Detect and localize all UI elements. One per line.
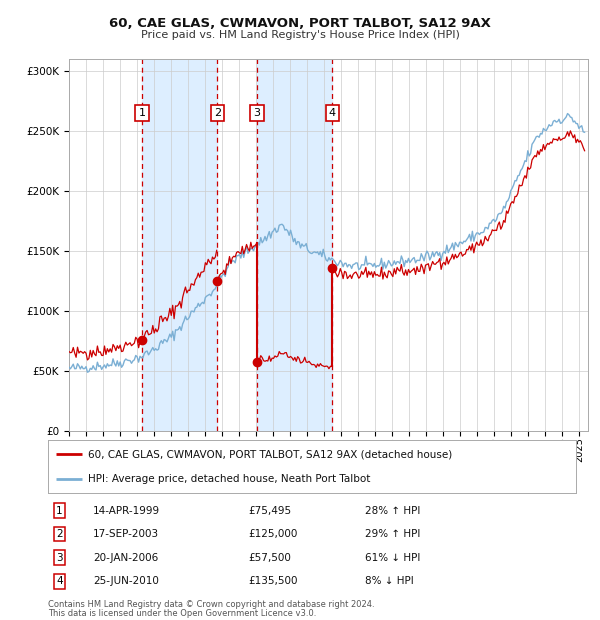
Text: 17-SEP-2003: 17-SEP-2003 — [93, 529, 159, 539]
Text: 2: 2 — [56, 529, 63, 539]
Bar — [257, 59, 332, 431]
Text: 60, CAE GLAS, CWMAVON, PORT TALBOT, SA12 9AX (detached house): 60, CAE GLAS, CWMAVON, PORT TALBOT, SA12… — [88, 450, 452, 459]
Bar — [142, 59, 217, 431]
Text: Price paid vs. HM Land Registry's House Price Index (HPI): Price paid vs. HM Land Registry's House … — [140, 30, 460, 40]
Text: Contains HM Land Registry data © Crown copyright and database right 2024.: Contains HM Land Registry data © Crown c… — [48, 600, 374, 609]
Text: 1: 1 — [139, 108, 146, 118]
Text: £57,500: £57,500 — [248, 553, 292, 563]
Text: HPI: Average price, detached house, Neath Port Talbot: HPI: Average price, detached house, Neat… — [88, 474, 370, 484]
Text: 25-JUN-2010: 25-JUN-2010 — [93, 577, 159, 587]
Text: This data is licensed under the Open Government Licence v3.0.: This data is licensed under the Open Gov… — [48, 609, 316, 618]
Text: 20-JAN-2006: 20-JAN-2006 — [93, 553, 158, 563]
Text: 3: 3 — [254, 108, 260, 118]
Text: 60, CAE GLAS, CWMAVON, PORT TALBOT, SA12 9AX: 60, CAE GLAS, CWMAVON, PORT TALBOT, SA12… — [109, 17, 491, 30]
Text: 4: 4 — [329, 108, 336, 118]
Text: £125,000: £125,000 — [248, 529, 298, 539]
Text: 61% ↓ HPI: 61% ↓ HPI — [365, 553, 420, 563]
Text: 14-APR-1999: 14-APR-1999 — [93, 505, 160, 516]
Text: 4: 4 — [56, 577, 63, 587]
Text: 8% ↓ HPI: 8% ↓ HPI — [365, 577, 413, 587]
Text: 3: 3 — [56, 553, 63, 563]
Text: 2: 2 — [214, 108, 221, 118]
Text: 29% ↑ HPI: 29% ↑ HPI — [365, 529, 420, 539]
Text: 28% ↑ HPI: 28% ↑ HPI — [365, 505, 420, 516]
Text: 1: 1 — [56, 505, 63, 516]
Text: £135,500: £135,500 — [248, 577, 298, 587]
Text: £75,495: £75,495 — [248, 505, 292, 516]
